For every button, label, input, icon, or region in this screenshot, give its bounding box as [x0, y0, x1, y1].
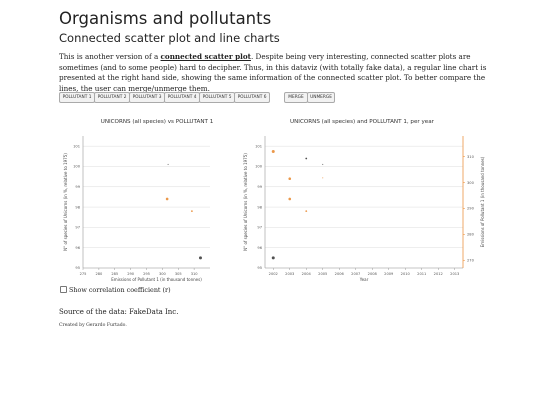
page-title: Organisms and pollutants	[59, 9, 272, 28]
x-tick-label: 2012	[434, 272, 443, 276]
x-tick-label: 2005	[318, 272, 327, 276]
x-tick-label: 285	[111, 272, 118, 276]
intro-text-before: This is another version of a	[59, 52, 161, 61]
unmerge-button[interactable]: UNMERGE	[307, 92, 335, 103]
y-tick-label: 97	[257, 226, 262, 230]
organism-point-2	[288, 197, 292, 201]
correlation-label: Show correlation coefficient (r)	[69, 286, 171, 294]
x-axis-label: Year	[359, 277, 369, 282]
organism-point-1	[271, 256, 275, 260]
x-tick-label: 2013	[450, 272, 459, 276]
y-tick-label: 96	[75, 246, 80, 250]
scatter-chart-title: UNICORNS (all species) vs POLLUTANT 1	[100, 119, 214, 125]
merge-button[interactable]: MERGE	[284, 92, 308, 103]
x-tick-label: 2002	[269, 272, 278, 276]
x-tick-label: 2004	[302, 272, 312, 276]
x-tick-label: 2008	[368, 272, 378, 276]
x-tick-label: 2009	[384, 272, 394, 276]
line-chart-title: UNICORNS (all species) and POLLUTANT 1, …	[290, 119, 434, 125]
y-tick-label: 98	[257, 205, 262, 209]
x-tick-label: 2003	[285, 272, 294, 276]
pollutant-3-button[interactable]: POLLUTANT 3	[129, 92, 165, 103]
x-tick-label: 2006	[335, 272, 345, 276]
correlation-toggle[interactable]: Show correlation coefficient (r)	[60, 286, 171, 294]
pollutant-point-1	[271, 150, 275, 154]
x-tick-label: 2010	[401, 272, 411, 276]
pollutant-2-button[interactable]: POLLUTANT 2	[94, 92, 130, 103]
source-note: Source of the data: FakeData Inc.	[59, 308, 179, 316]
line-chart: 95 96 97 98 99 100 101 270 280 290 300 310 2002 2003 2…	[243, 136, 485, 282]
y-tick-label: 95	[257, 266, 262, 270]
x-tick-label: 280	[95, 272, 103, 276]
y-tick-label: 96	[257, 246, 262, 250]
pollutant-point-4	[322, 177, 324, 179]
pollutant-point-3	[305, 157, 308, 160]
x-tick-label: 300	[159, 272, 167, 276]
y-tick-label: 101	[255, 144, 262, 148]
pollutant-4-button[interactable]: POLLUTANT 4	[164, 92, 200, 103]
x-tick-label: 295	[143, 272, 150, 276]
x-tick-label: 275	[80, 272, 87, 276]
pollutant-point-2	[288, 177, 292, 181]
pollutant-1-button[interactable]: POLLUTANT 1	[59, 92, 95, 103]
y2-tick-label: 290	[467, 207, 475, 211]
x-tick-label: 290	[127, 272, 135, 276]
button-row: POLLUTANT 1 POLLUTANT 2 POLLUTANT 3 POLL…	[59, 92, 489, 104]
x-tick-label: 305	[175, 272, 182, 276]
credit-note: Created by Gerardo Furtado.	[59, 323, 127, 328]
scatter-chart: 95 96 97 98 99 100 101 275 280 285 290 295 300 305 310…	[63, 136, 210, 282]
x-axis-label: Emissions of Pollutant 1 (in thousand to…	[111, 277, 202, 282]
y2-axis-label: Emissions of Pollutant 1 (in thousand to…	[480, 156, 485, 247]
intro-text-after: . Despite being very interesting, connec…	[59, 52, 487, 93]
scatter-point-3	[191, 210, 193, 213]
y2-tick-label: 270	[467, 258, 475, 262]
y-tick-label: 101	[73, 144, 80, 148]
y-tick-label: 95	[75, 266, 80, 270]
pollutant-5-button[interactable]: POLLUTANT 5	[199, 92, 235, 103]
connected-scatter-link[interactable]: connected scatter plot	[160, 52, 251, 61]
y-tick-label: 98	[75, 205, 80, 209]
y-tick-label: 100	[255, 165, 263, 169]
y2-tick-label: 280	[467, 233, 475, 237]
intro-paragraph: This is another version of a connected s…	[59, 52, 487, 94]
y-tick-label: 97	[75, 226, 80, 230]
scatter-point-2	[165, 197, 169, 201]
pollutant-6-button[interactable]: POLLUTANT 6	[234, 92, 270, 103]
page-subtitle: Connected scatter plot and line charts	[59, 31, 280, 45]
y-axis-label: N° of species of Unicorns (in %, relativ…	[63, 153, 68, 251]
y-tick-label: 100	[73, 165, 81, 169]
organism-point-4	[322, 163, 324, 165]
scatter-point-4	[198, 256, 202, 260]
y-axis-label: N° of species of Unicorns (in %, relativ…	[243, 153, 248, 251]
organism-point-3	[305, 210, 308, 213]
y2-tick-label: 310	[467, 155, 475, 159]
x-tick-label: 2007	[351, 272, 360, 276]
y-tick-label: 99	[257, 185, 262, 189]
x-tick-label: 310	[191, 272, 199, 276]
scatter-point-1	[167, 163, 169, 165]
y-tick-label: 99	[75, 185, 80, 189]
x-tick-label: 2011	[417, 272, 426, 276]
y2-tick-label: 300	[467, 181, 475, 185]
correlation-checkbox[interactable]	[60, 286, 67, 293]
